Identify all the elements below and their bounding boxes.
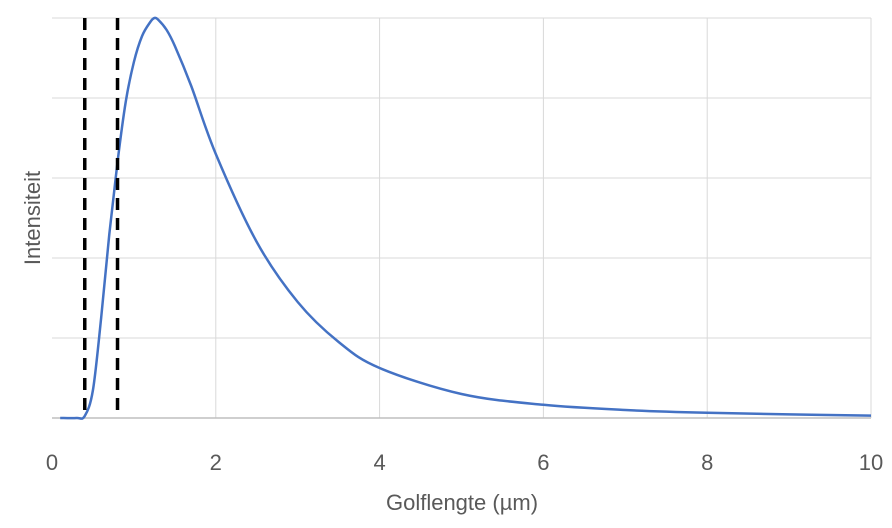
x-tick-label: 8 [701,450,713,475]
x-axis-title: Golflengte (µm) [386,490,538,515]
series-line-0 [60,16,872,420]
series-layer [60,16,872,420]
vertical-lines [83,18,120,418]
grid [52,17,872,418]
x-tick-label: 0 [46,450,58,475]
x-tick-labels: 0 2 4 6 8 10 [46,450,883,475]
x-tick-label: 6 [537,450,549,475]
x-tick-label: 4 [373,450,385,475]
x-tick-label: 10 [859,450,883,475]
y-axis-title: Intensiteit [20,171,45,265]
x-tick-label: 2 [210,450,222,475]
